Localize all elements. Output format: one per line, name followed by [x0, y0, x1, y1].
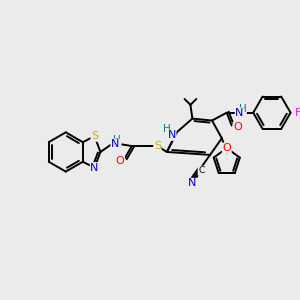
- Text: O: O: [222, 143, 231, 153]
- Text: N: N: [188, 178, 196, 188]
- Text: N: N: [168, 130, 176, 140]
- Text: H: H: [238, 104, 246, 114]
- Text: H: H: [113, 135, 121, 145]
- Text: O: O: [233, 122, 242, 132]
- Text: N: N: [235, 108, 244, 118]
- Text: H: H: [163, 124, 171, 134]
- Text: C: C: [198, 166, 204, 175]
- Text: N: N: [111, 139, 119, 149]
- Text: S: S: [91, 131, 98, 141]
- Text: F: F: [295, 108, 300, 118]
- Text: S: S: [154, 141, 161, 151]
- Text: N: N: [90, 163, 99, 173]
- Text: O: O: [116, 156, 124, 166]
